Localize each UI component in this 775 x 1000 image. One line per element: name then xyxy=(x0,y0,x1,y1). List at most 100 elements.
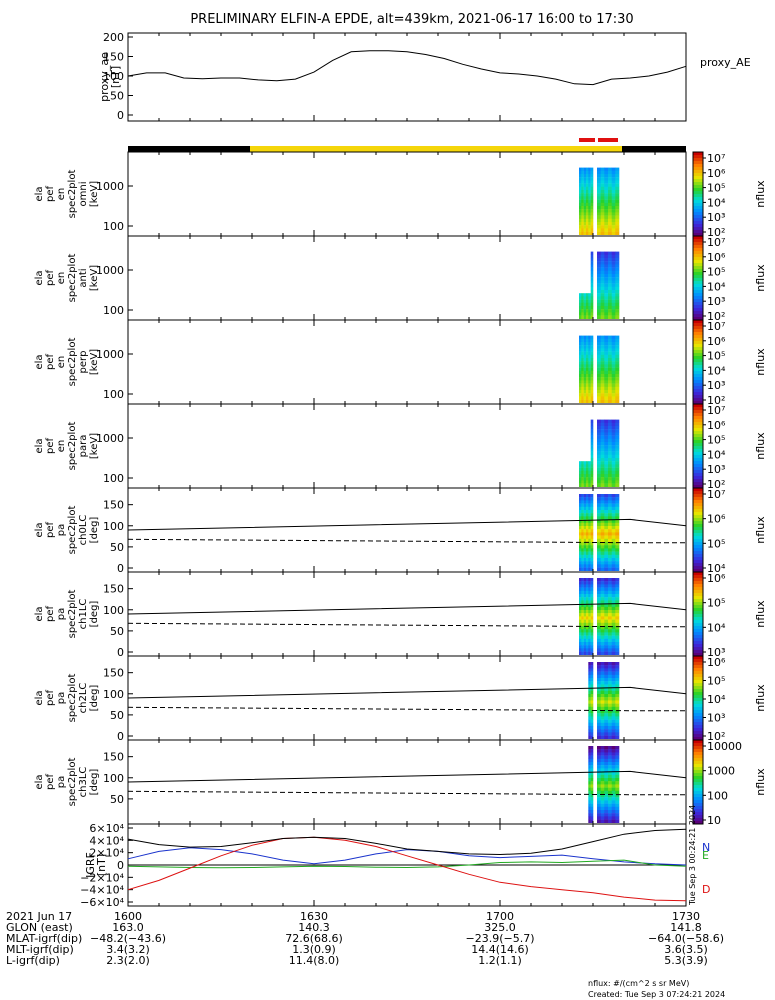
heatmap-cell xyxy=(586,554,589,559)
colorbar-segment xyxy=(693,152,703,156)
heatmap-cell xyxy=(611,690,616,695)
heatmap-cell xyxy=(581,645,584,649)
heatmap-cell xyxy=(600,351,605,355)
heatmap-cell xyxy=(586,193,589,197)
heatmap-cell xyxy=(600,732,605,736)
heatmap-cell xyxy=(583,600,587,604)
heatmap-cell xyxy=(611,338,616,343)
heatmap-cell xyxy=(611,315,616,319)
heatmap-cell xyxy=(604,697,609,701)
heatmap-cell xyxy=(588,584,591,588)
heatmap-cell xyxy=(588,467,591,471)
heatmap-cell xyxy=(588,564,591,568)
colorbar-segment xyxy=(693,167,703,171)
colorbar-segment xyxy=(693,179,703,183)
heatmap-cell xyxy=(586,558,589,562)
heatmap-cell xyxy=(608,215,612,219)
heatmap-cell xyxy=(590,335,594,339)
heatmap-cell xyxy=(590,467,594,471)
heatmap-cell xyxy=(611,454,616,459)
heatmap-cell xyxy=(608,755,612,759)
heatmap-cell xyxy=(581,610,584,614)
colorbar-tick-label: 100 xyxy=(707,789,728,802)
heatmap-cell xyxy=(579,545,582,549)
heatmap-cell xyxy=(597,464,601,468)
heatmap-cell xyxy=(608,548,612,552)
heatmap-cell xyxy=(597,516,601,520)
heatmap-cell xyxy=(604,231,609,235)
heatmap-cell xyxy=(581,538,584,543)
heatmap-cell xyxy=(597,746,601,750)
heatmap-cell xyxy=(611,299,616,303)
heatmap-cell xyxy=(588,167,591,171)
heatmap-cell xyxy=(579,467,582,471)
colorbar-segment xyxy=(693,491,703,495)
heatmap-cell xyxy=(604,218,609,223)
heatmap-cell xyxy=(588,399,591,403)
heatmap-cell xyxy=(588,532,591,536)
heatmap-cell xyxy=(588,810,591,814)
heatmap-cell xyxy=(597,354,601,359)
heatmap-cell xyxy=(590,778,594,782)
heatmap-cell xyxy=(597,231,601,235)
heatmap-cell xyxy=(604,749,609,753)
heatmap-cell xyxy=(588,716,591,720)
heatmap-cell xyxy=(615,228,620,232)
heatmap-cell xyxy=(590,765,594,769)
heatmap-cell xyxy=(583,519,587,523)
igrf-ytick-label: −6×10⁴ xyxy=(80,896,124,909)
heatmap-cell xyxy=(581,597,584,601)
colorbar-segment xyxy=(693,620,703,624)
heatmap-cell xyxy=(615,374,620,378)
heatmap-cell xyxy=(615,648,620,652)
heatmap-cell xyxy=(600,774,605,779)
heatmap-cell xyxy=(586,581,589,585)
colorbar-segment xyxy=(693,605,703,609)
colorbar-segment xyxy=(693,797,703,801)
heatmap-cell xyxy=(604,700,609,704)
heatmap-cell xyxy=(611,458,616,462)
heatmap-cell xyxy=(600,642,605,646)
heatmap-cell xyxy=(597,225,601,229)
heatmap-cell xyxy=(600,342,605,346)
heatmap-cell xyxy=(588,578,591,582)
heatmap-cell xyxy=(608,626,612,630)
heatmap-cell xyxy=(597,202,601,207)
heatmap-cell xyxy=(588,312,591,316)
colorbar-segment xyxy=(693,725,703,729)
heatmap-cell xyxy=(608,393,612,397)
heatmap-cell xyxy=(600,813,605,817)
colorbar-segment xyxy=(693,185,703,189)
heatmap-cell xyxy=(590,668,594,672)
heatmap-cell xyxy=(604,448,609,452)
heatmap-cell xyxy=(604,600,609,604)
loss-cone-line xyxy=(127,770,687,783)
ylabel-line: pef xyxy=(45,270,56,287)
heatmap-cell xyxy=(608,380,612,384)
heatmap-cell xyxy=(600,635,605,639)
heatmap-cell xyxy=(588,735,591,739)
heatmap-cell xyxy=(615,635,620,639)
heatmap-cell xyxy=(579,231,582,235)
heatmap-cell xyxy=(604,302,609,307)
ylabel-line: spec2plot xyxy=(67,590,78,639)
heatmap-cell xyxy=(579,222,582,226)
heatmap-cell xyxy=(604,374,609,378)
heatmap-cell xyxy=(604,755,609,759)
colorbar-segment xyxy=(693,386,703,390)
heatmap-cell xyxy=(588,535,591,539)
heatmap-cell xyxy=(600,755,605,759)
colorbar-segment xyxy=(693,692,703,696)
heatmap-cell xyxy=(611,180,616,184)
heatmap-cell xyxy=(604,225,609,229)
heatmap-cell xyxy=(590,374,594,378)
heatmap-cell xyxy=(604,190,609,194)
heatmap-cell xyxy=(581,519,584,523)
colorbar-segment xyxy=(693,407,703,411)
heatmap-cell xyxy=(608,790,612,795)
heatmap-cell xyxy=(579,513,582,517)
heatmap-cell xyxy=(588,383,591,387)
colorbar-segment xyxy=(693,197,703,201)
heatmap-cell xyxy=(611,645,616,649)
heatmap-cell xyxy=(590,645,594,649)
